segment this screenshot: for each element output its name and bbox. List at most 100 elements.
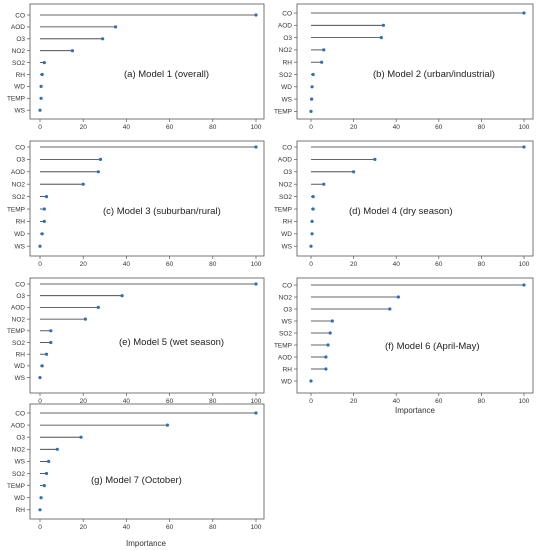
y-tick-label: CO bbox=[282, 10, 292, 17]
y-tick-label: AOD bbox=[278, 157, 292, 164]
chart-panel-g: 0 20 40 60 80 100 CO AOD O3 NO2 WS SO2 TEMP WD RH (g) M… bbox=[7, 403, 265, 548]
y-tick-label: WD bbox=[281, 231, 292, 238]
x-tick-label: 60 bbox=[435, 398, 443, 405]
importance-point bbox=[522, 145, 526, 149]
y-tick-label: WD bbox=[281, 378, 292, 385]
importance-point bbox=[120, 294, 124, 298]
y-tick-label: WS bbox=[15, 108, 26, 115]
x-tick-label: 80 bbox=[209, 124, 217, 131]
y-tick-label: AOD bbox=[278, 23, 292, 30]
importance-point bbox=[310, 85, 314, 89]
importance-point bbox=[522, 11, 526, 15]
panel-caption: (g) Model 7 (October) bbox=[91, 475, 182, 486]
panel-frame bbox=[29, 140, 265, 257]
y-tick-label: AOD bbox=[278, 354, 292, 361]
x-tick-label: 40 bbox=[123, 124, 131, 131]
x-tick-label: 20 bbox=[350, 261, 358, 268]
importance-point bbox=[309, 244, 313, 248]
importance-point bbox=[320, 60, 324, 64]
x-tick-label: 0 bbox=[38, 261, 42, 268]
importance-point bbox=[311, 72, 315, 77]
x-tick-label: 60 bbox=[166, 524, 174, 531]
y-tick-label: O3 bbox=[16, 435, 25, 442]
x-tick-label: 100 bbox=[251, 398, 262, 405]
y-tick-label: RH bbox=[283, 366, 293, 373]
x-tick-label: 40 bbox=[123, 398, 131, 405]
x-tick-label: 0 bbox=[309, 398, 313, 405]
x-tick-label: 100 bbox=[251, 524, 262, 531]
importance-point bbox=[310, 97, 314, 101]
y-tick-label: WD bbox=[14, 231, 25, 238]
y-tick-label: TEMP bbox=[7, 328, 25, 335]
y-tick-label: AOD bbox=[11, 169, 25, 176]
x-tick-label: 20 bbox=[80, 524, 88, 531]
y-tick-label: WD bbox=[14, 363, 25, 370]
importance-point bbox=[44, 195, 49, 199]
y-tick-label: O3 bbox=[16, 36, 25, 43]
importance-point bbox=[114, 25, 118, 29]
importance-point bbox=[39, 96, 43, 100]
x-tick-label: 40 bbox=[393, 124, 401, 131]
y-tick-label: TEMP bbox=[7, 96, 25, 103]
y-tick-label: RH bbox=[283, 60, 293, 67]
importance-point bbox=[396, 295, 400, 299]
y-tick-label: O3 bbox=[283, 35, 292, 42]
importance-point bbox=[38, 376, 42, 380]
importance-point bbox=[254, 13, 258, 17]
importance-point bbox=[38, 508, 42, 512]
importance-point bbox=[96, 305, 100, 309]
y-tick-label: O3 bbox=[16, 293, 25, 300]
x-tick-label: 100 bbox=[251, 124, 262, 131]
x-tick-label: 100 bbox=[519, 398, 530, 405]
y-tick-label: RH bbox=[283, 219, 293, 226]
importance-point bbox=[165, 423, 170, 427]
y-tick-label: WD bbox=[281, 84, 292, 91]
importance-point bbox=[49, 329, 53, 333]
y-tick-label: SO2 bbox=[12, 194, 25, 201]
panel-caption: (c) Model 3 (suburban/rural) bbox=[103, 206, 221, 217]
importance-point bbox=[310, 219, 314, 223]
y-tick-label: WS bbox=[15, 244, 26, 251]
y-tick-label: NO2 bbox=[12, 48, 26, 55]
chart-panel-a: 0 20 40 60 80 100 CO AOD O3 NO2 SO2 RH WD TEMP WS (a) M… bbox=[7, 3, 265, 131]
y-tick-label: SO2 bbox=[12, 340, 25, 347]
x-tick-label: 40 bbox=[123, 524, 131, 531]
y-tick-label: O3 bbox=[283, 169, 292, 176]
y-tick-label: CO bbox=[282, 144, 292, 151]
x-tick-label: 100 bbox=[251, 261, 262, 268]
y-tick-label: TEMP bbox=[7, 206, 25, 213]
panel-caption: (e) Model 5 (wet season) bbox=[119, 337, 224, 348]
y-tick-label: O3 bbox=[283, 306, 292, 313]
importance-point bbox=[49, 340, 53, 345]
importance-point bbox=[96, 170, 100, 174]
importance-point bbox=[42, 484, 46, 488]
importance-point bbox=[326, 343, 330, 347]
y-tick-label: NO2 bbox=[279, 182, 293, 189]
importance-point bbox=[83, 317, 87, 321]
chart-panel-c: 0 20 40 60 80 100 CO O3 AOD NO2 SO2 TEMP RH WD WS (c) M… bbox=[7, 140, 265, 268]
x-tick-label: 60 bbox=[166, 261, 174, 268]
y-tick-label: NO2 bbox=[12, 182, 26, 189]
chart-panel-b: 0 20 40 60 80 100 CO AOD O3 NO2 RH SO2 WD WS TEMP (b) M… bbox=[274, 3, 534, 131]
importance-point bbox=[311, 195, 315, 199]
x-tick-label: 60 bbox=[435, 124, 443, 131]
importance-point bbox=[310, 232, 314, 236]
importance-point bbox=[324, 355, 328, 359]
panel-frame bbox=[29, 3, 265, 120]
panel-frame bbox=[29, 403, 265, 520]
importance-point bbox=[55, 447, 59, 451]
importance-point bbox=[311, 207, 315, 211]
chart-panel-f: 0 20 40 60 80 100 CO NO2 O3 WS SO2 TEMP AOD RH WD (f) M… bbox=[274, 277, 534, 415]
y-tick-label: AOD bbox=[11, 305, 25, 312]
y-tick-label: WS bbox=[15, 459, 26, 466]
panel-caption: (a) Model 1 (overall) bbox=[124, 69, 209, 80]
x-tick-label: 0 bbox=[38, 398, 42, 405]
importance-point bbox=[352, 170, 356, 174]
x-tick-label: 80 bbox=[209, 261, 217, 268]
y-tick-label: TEMP bbox=[274, 206, 292, 213]
panel-caption: (b) Model 2 (urban/industrial) bbox=[373, 69, 495, 80]
importance-point bbox=[309, 109, 313, 113]
importance-point bbox=[40, 364, 44, 368]
panel-frame bbox=[296, 140, 534, 257]
y-tick-label: SO2 bbox=[12, 471, 25, 478]
